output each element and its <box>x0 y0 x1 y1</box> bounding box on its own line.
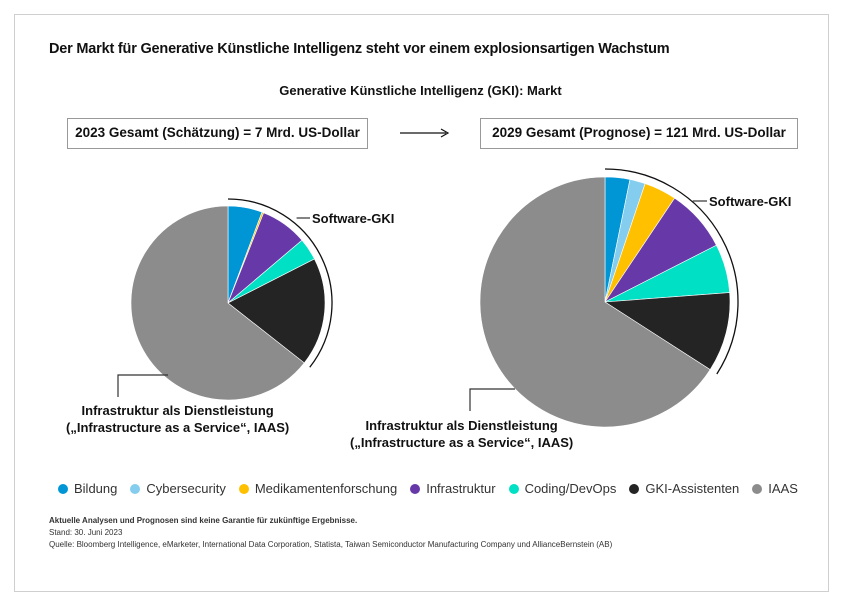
legend-swatch <box>410 483 421 494</box>
iaas-leader-2029 <box>469 388 515 411</box>
pie-2023 <box>130 198 333 401</box>
legend-swatch <box>130 483 141 494</box>
legend-label: Cybersecurity <box>146 481 226 496</box>
legend-item-bildung: Bildung <box>58 481 117 496</box>
iaas-label-line2: („Infrastructure as a Service“, IAAS) <box>350 435 574 450</box>
heading-2029: 2029 Gesamt (Prognose) = 121 Mrd. US-Dol… <box>480 118 798 149</box>
footer-source: Quelle: Bloomberg Intelligence, eMarkete… <box>49 540 613 549</box>
chart-title: Generative Künstliche Intelligenz (GKI):… <box>279 83 562 98</box>
iaas-label-2023: Infrastruktur als Dienstleistung („Infra… <box>66 402 289 436</box>
pie-slice-gki-assistenten <box>604 292 731 371</box>
legend-label: Medikamentenforschung <box>254 481 398 496</box>
iaas-leader-2023 <box>117 374 168 397</box>
legend-swatch <box>508 483 519 494</box>
legend-item-infrastruktur: Infrastruktur <box>410 481 496 496</box>
legend-label: GKI-Assistenten <box>645 481 740 496</box>
software-label-2023: Software-GKI <box>312 211 395 226</box>
legend: Bildung Cybersecurity Medikamentenforsch… <box>58 481 798 496</box>
heading-2023: 2023 Gesamt (Schätzung) = 7 Mrd. US-Doll… <box>67 118 368 149</box>
software-bracket <box>604 168 739 375</box>
footer-disclaimer: Aktuelle Analysen und Prognosen sind kei… <box>49 516 358 525</box>
software-label-2029: Software-GKI <box>709 194 792 209</box>
legend-label: Infrastruktur <box>426 481 496 496</box>
legend-item-medikamentenforschung: Medikamentenforschung <box>238 481 398 496</box>
legend-item-coding: Coding/DevOps <box>508 481 617 496</box>
pie-slice-iaas <box>479 176 711 428</box>
legend-swatch <box>58 483 68 494</box>
software-bracket <box>227 198 333 368</box>
legend-item-cybersecurity: Cybersecurity <box>130 481 226 496</box>
iaas-label-line1: Infrastruktur als Dienstleistung <box>365 418 558 433</box>
arrow-icon <box>400 128 450 138</box>
legend-swatch <box>752 483 763 494</box>
legend-item-iaas: IAAS <box>752 481 798 496</box>
iaas-label-line2: („Infrastructure as a Service“, IAAS) <box>66 420 290 435</box>
footer-date: Stand: 30. Juni 2023 <box>49 528 123 537</box>
legend-swatch <box>238 483 249 494</box>
pie-slice-gki-assistenten <box>227 258 326 364</box>
legend-item-gki-assistenten: GKI-Assistenten <box>629 481 739 496</box>
legend-label: Bildung <box>74 481 118 496</box>
legend-label: IAAS <box>768 481 798 496</box>
page-title: Der Markt für Generative Künstliche Inte… <box>49 41 670 57</box>
iaas-label-line1: Infrastruktur als Dienstleistung <box>81 403 274 418</box>
legend-label: Coding/DevOps <box>524 481 617 496</box>
iaas-label-2029: Infrastruktur als Dienstleistung („Infra… <box>350 417 573 451</box>
pie-slice-iaas <box>130 205 305 401</box>
frame <box>14 14 829 592</box>
pie-2029 <box>479 168 739 428</box>
legend-swatch <box>629 483 640 494</box>
